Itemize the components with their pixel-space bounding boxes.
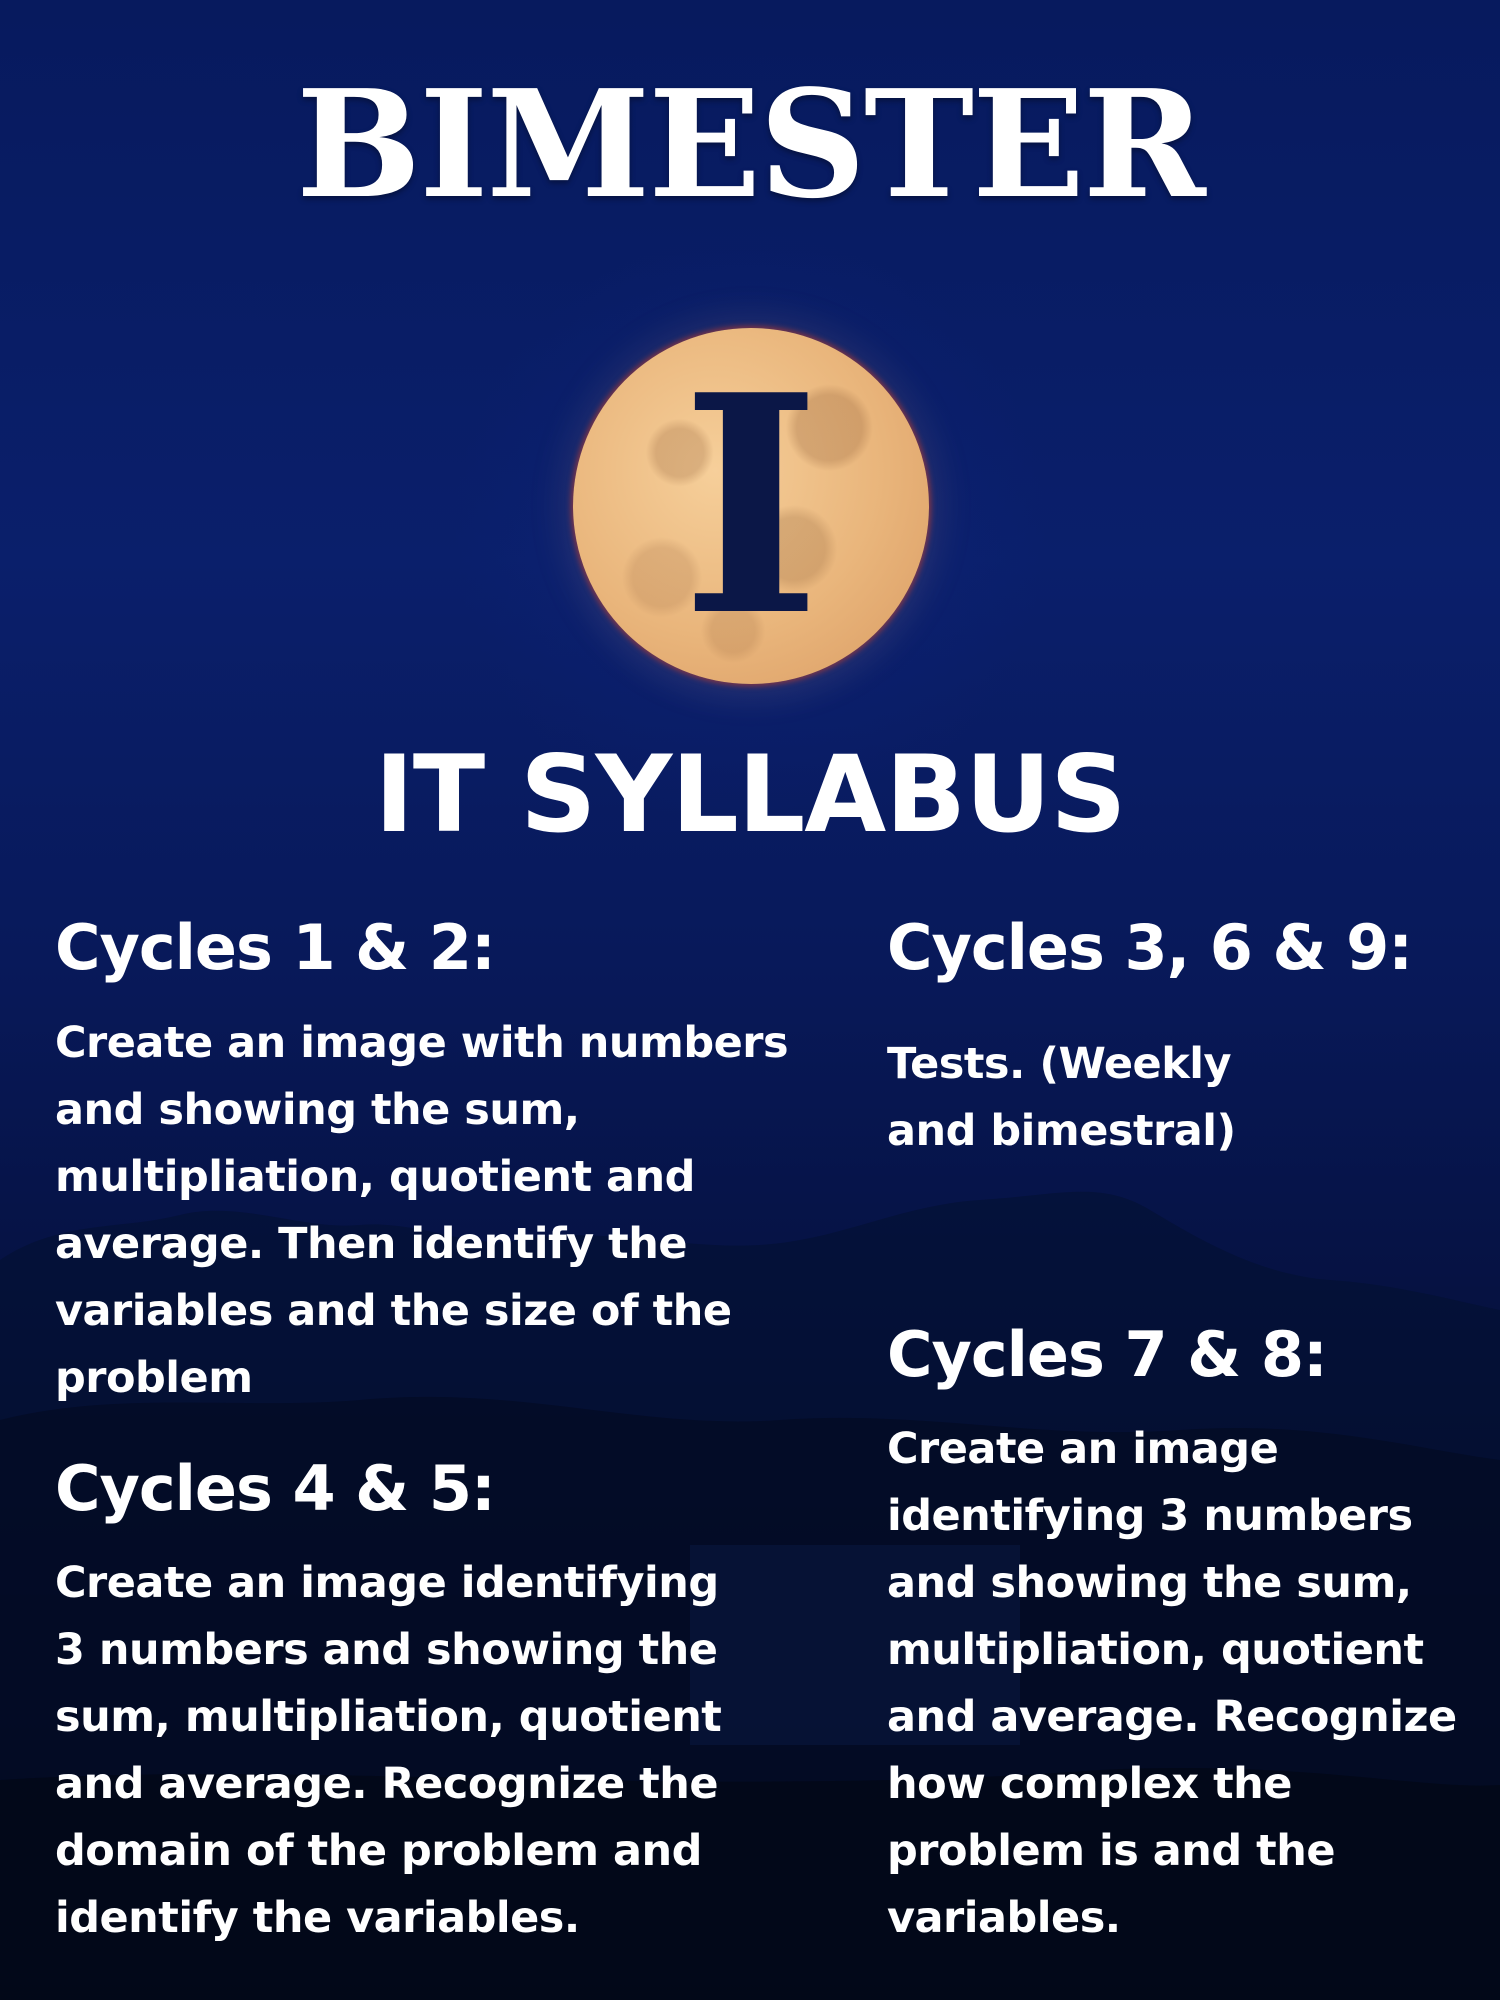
body-line: Create an image with numbers bbox=[55, 1018, 789, 1068]
bimester-numeral: I bbox=[680, 329, 822, 682]
section-heading-cycles-4-5: Cycles 4 & 5: bbox=[55, 1452, 496, 1525]
poster-title: BIMESTER bbox=[296, 57, 1206, 231]
body-line: multipliation, quotient bbox=[887, 1625, 1424, 1675]
body-line: and average. Recognize bbox=[887, 1692, 1457, 1742]
body-line: how complex the bbox=[887, 1759, 1292, 1809]
body-line: problem bbox=[55, 1353, 253, 1403]
body-line: variables. bbox=[887, 1893, 1121, 1943]
building bbox=[690, 1545, 1020, 1745]
section-heading-cycles-7-8: Cycles 7 & 8: bbox=[887, 1318, 1328, 1391]
section-heading-cycles-1-2: Cycles 1 & 2: bbox=[55, 911, 496, 984]
body-line: identifying 3 numbers bbox=[887, 1491, 1413, 1541]
body-line: Create an image identifying bbox=[55, 1558, 719, 1608]
body-line: and showing the sum, bbox=[887, 1558, 1412, 1608]
body-line: and bimestral) bbox=[887, 1106, 1236, 1156]
body-line: 3 numbers and showing the bbox=[55, 1625, 718, 1675]
full-moon-icon: I bbox=[573, 328, 929, 684]
body-line: identify the variables. bbox=[55, 1893, 580, 1943]
section-body-cycles-1-2: Create an image with numbers and showing… bbox=[55, 1010, 789, 1412]
body-line: problem is and the bbox=[887, 1826, 1336, 1876]
body-line: average. Then identify the bbox=[55, 1219, 688, 1269]
ground bbox=[0, 1767, 1500, 2000]
body-line: domain of the problem and bbox=[55, 1826, 702, 1876]
body-line: Create an image bbox=[887, 1424, 1279, 1474]
poster-subtitle: IT SYLLABUS bbox=[374, 733, 1126, 856]
body-line: and average. Recognize the bbox=[55, 1759, 719, 1809]
section-body-cycles-4-5: Create an image identifying 3 numbers an… bbox=[55, 1550, 722, 1952]
body-line: sum, multipliation, quotient bbox=[55, 1692, 722, 1742]
body-line: Tests. (Weekly bbox=[887, 1039, 1232, 1089]
body-line: variables and the size of the bbox=[55, 1286, 732, 1336]
section-body-cycles-3-6-9: Tests. (Weekly and bimestral) bbox=[887, 1031, 1236, 1165]
body-line: and showing the sum, bbox=[55, 1085, 580, 1135]
section-heading-cycles-3-6-9: Cycles 3, 6 & 9: bbox=[887, 911, 1413, 984]
section-body-cycles-7-8: Create an image identifying 3 numbers an… bbox=[887, 1416, 1457, 1952]
body-line: multipliation, quotient and bbox=[55, 1152, 695, 1202]
